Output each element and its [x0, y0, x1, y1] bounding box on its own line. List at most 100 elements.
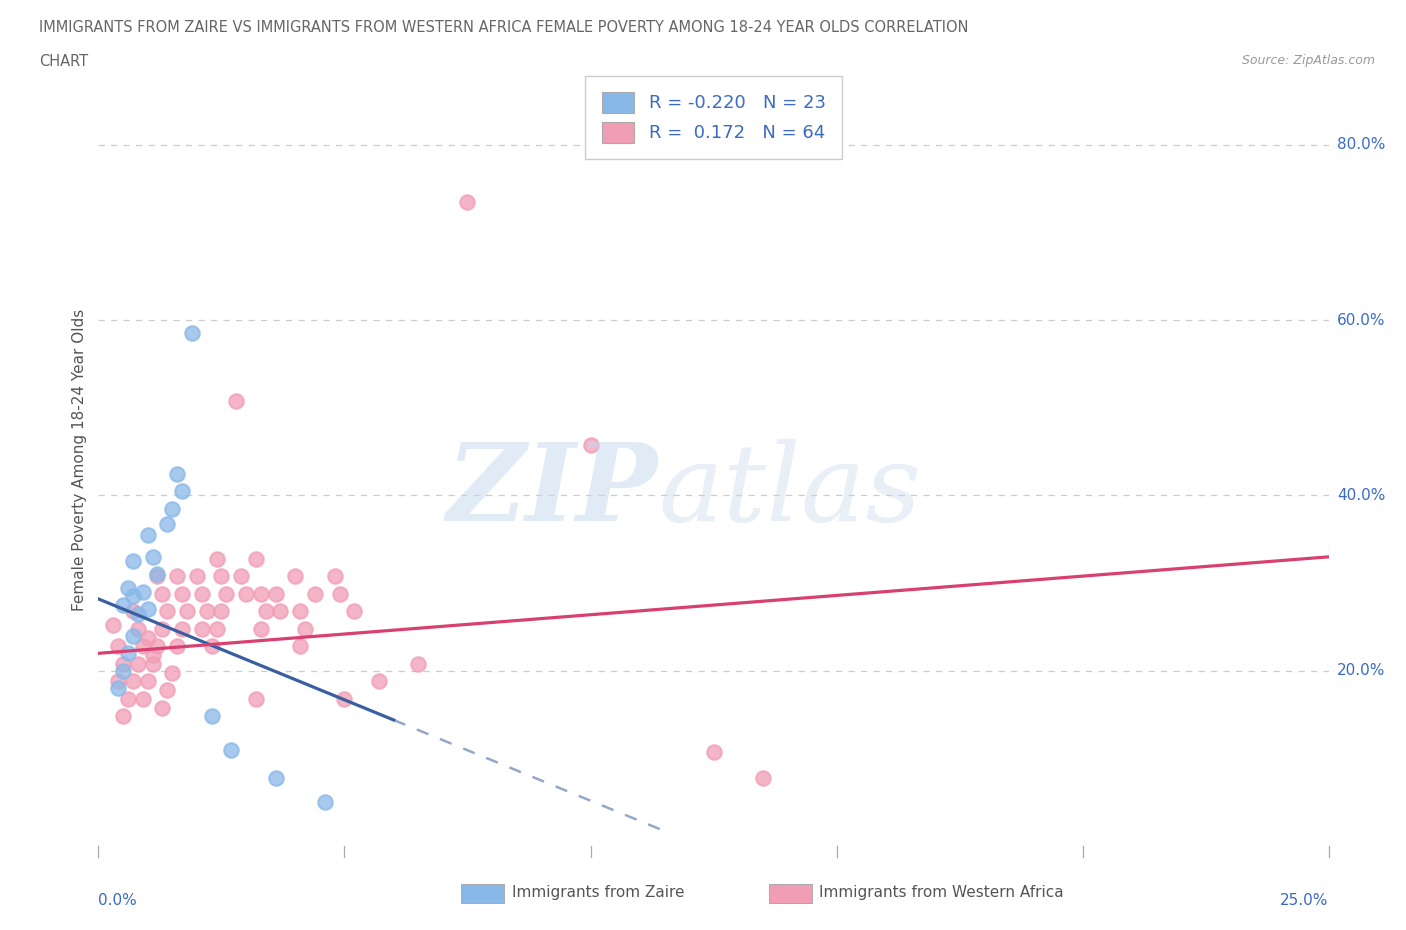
Point — [333, 692, 356, 707]
Point — [127, 621, 149, 636]
Point — [166, 569, 188, 584]
Text: CHART: CHART — [39, 54, 89, 69]
Text: 25.0%: 25.0% — [1281, 893, 1329, 908]
Point — [127, 606, 149, 621]
Point — [343, 604, 366, 618]
Point — [408, 657, 430, 671]
Point — [141, 550, 165, 565]
Point — [162, 665, 183, 680]
Point — [703, 744, 725, 759]
Point — [122, 674, 145, 689]
Point — [152, 700, 174, 715]
Point — [329, 586, 352, 601]
Y-axis label: Female Poverty Among 18-24 Year Olds: Female Poverty Among 18-24 Year Olds — [72, 310, 87, 612]
Text: 0.0%: 0.0% — [98, 893, 138, 908]
Point — [136, 602, 159, 617]
Point — [250, 621, 273, 636]
Point — [201, 639, 224, 654]
Point — [752, 770, 775, 785]
Point — [235, 586, 257, 601]
Point — [211, 569, 233, 584]
Point — [156, 683, 179, 698]
Point — [132, 639, 155, 654]
Point — [117, 646, 139, 661]
Point — [304, 586, 326, 601]
Text: IMMIGRANTS FROM ZAIRE VS IMMIGRANTS FROM WESTERN AFRICA FEMALE POVERTY AMONG 18-: IMMIGRANTS FROM ZAIRE VS IMMIGRANTS FROM… — [39, 20, 969, 35]
Point — [270, 604, 292, 618]
Point — [250, 586, 273, 601]
Point — [156, 516, 179, 531]
Point — [146, 569, 169, 584]
Point — [122, 629, 145, 644]
Point — [166, 639, 188, 654]
Point — [107, 639, 129, 654]
Point — [231, 569, 253, 584]
Point — [172, 621, 194, 636]
Point — [314, 795, 336, 810]
Bar — [461, 884, 505, 903]
Point — [112, 709, 135, 724]
Point — [245, 692, 267, 707]
Point — [176, 604, 198, 618]
Text: Immigrants from Western Africa: Immigrants from Western Africa — [820, 885, 1064, 900]
Point — [141, 647, 165, 662]
Point — [112, 657, 135, 671]
Text: 60.0%: 60.0% — [1337, 312, 1385, 327]
Point — [117, 580, 139, 595]
Point — [225, 393, 247, 408]
Point — [156, 604, 179, 618]
Point — [172, 586, 194, 601]
Point — [122, 604, 145, 618]
Point — [205, 621, 228, 636]
Legend: R = -0.220   N = 23, R =  0.172   N = 64: R = -0.220 N = 23, R = 0.172 N = 64 — [585, 75, 842, 159]
Point — [152, 586, 174, 601]
Text: atlas: atlas — [658, 439, 921, 544]
Point — [191, 586, 214, 601]
Point — [211, 604, 233, 618]
Point — [290, 639, 312, 654]
Point — [368, 674, 391, 689]
Point — [166, 466, 188, 481]
Bar — [769, 884, 813, 903]
Point — [122, 589, 145, 604]
Point — [219, 742, 243, 757]
Point — [146, 639, 169, 654]
Point — [162, 501, 183, 516]
Point — [107, 681, 129, 696]
Point — [264, 586, 287, 601]
Point — [201, 709, 224, 724]
Point — [284, 569, 307, 584]
Point — [112, 598, 135, 613]
Point — [127, 657, 149, 671]
Point — [132, 584, 155, 599]
Point — [215, 586, 238, 601]
Point — [107, 674, 129, 689]
Text: Source: ZipAtlas.com: Source: ZipAtlas.com — [1241, 54, 1375, 67]
Point — [245, 551, 267, 566]
Point — [579, 437, 602, 452]
Point — [152, 621, 174, 636]
Point — [294, 621, 316, 636]
Point — [456, 194, 478, 209]
Text: 20.0%: 20.0% — [1337, 663, 1385, 678]
Point — [264, 770, 287, 785]
Point — [136, 527, 159, 542]
Point — [132, 692, 155, 707]
Point — [117, 692, 139, 707]
Text: ZIP: ZIP — [447, 438, 658, 544]
Text: Immigrants from Zaire: Immigrants from Zaire — [512, 885, 685, 900]
Point — [172, 484, 194, 498]
Point — [186, 569, 208, 584]
Point — [103, 618, 125, 632]
Text: 80.0%: 80.0% — [1337, 137, 1385, 153]
Text: 40.0%: 40.0% — [1337, 488, 1385, 503]
Point — [146, 567, 169, 582]
Point — [323, 569, 346, 584]
Point — [122, 553, 145, 568]
Point — [205, 551, 228, 566]
Point — [136, 631, 159, 645]
Point — [180, 326, 204, 340]
Point — [290, 604, 312, 618]
Point — [136, 674, 159, 689]
Point — [195, 604, 218, 618]
